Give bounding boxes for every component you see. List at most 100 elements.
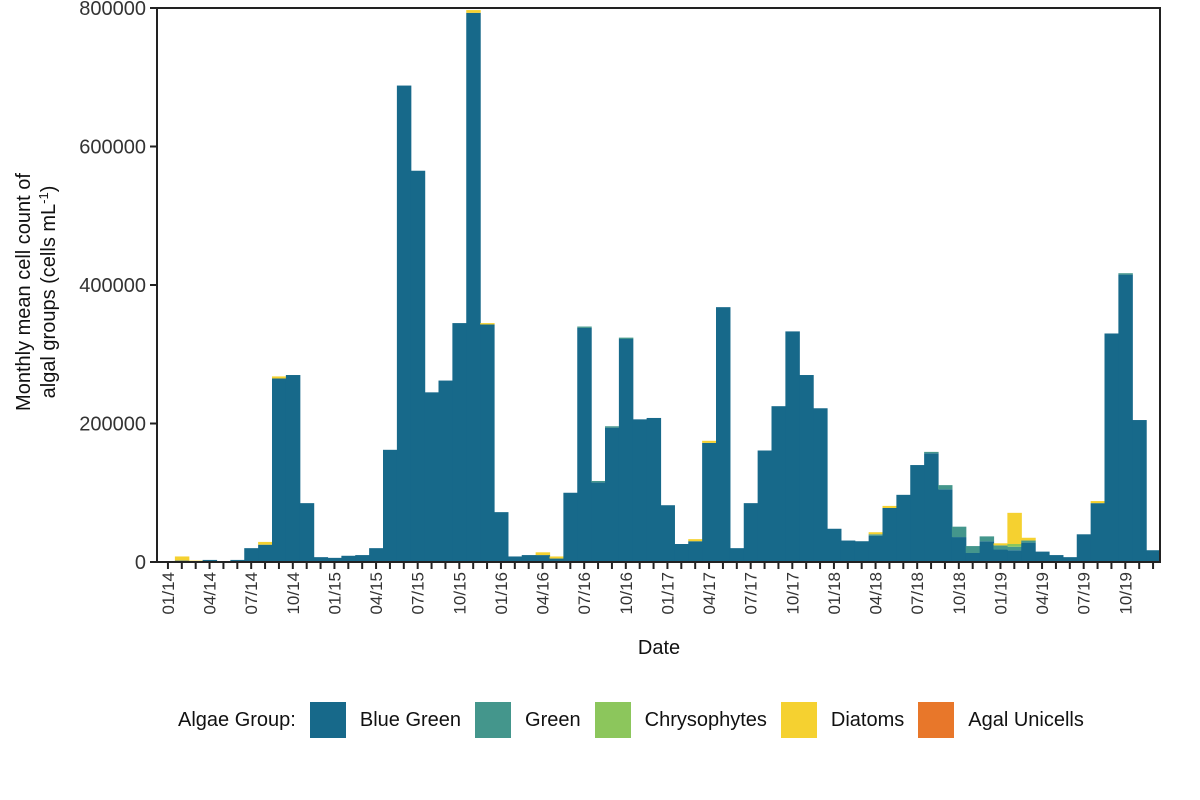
bar-blue-green-07-19: [1076, 534, 1092, 562]
bar-green-09-16: [605, 426, 620, 428]
x-tick-label: 01/19: [991, 572, 1010, 615]
bar-blue-green-07-16: [577, 327, 592, 562]
bar-blue-green-07-18: [910, 465, 925, 562]
bar-blue-green-11-14: [299, 503, 315, 562]
x-tick-label: 10/19: [1116, 572, 1135, 615]
bar-blue-green-12-19: [1146, 550, 1161, 562]
bar-blue-green-10-15: [452, 323, 467, 562]
legend-label-green: Green: [525, 708, 581, 731]
legend-item-green: Green: [475, 702, 581, 738]
bar-blue-green-08-17: [757, 450, 773, 562]
bar-blue-green-05-15: [383, 449, 398, 562]
bar-green-04-18: [868, 534, 884, 536]
x-tick-label: 04/18: [867, 572, 886, 615]
legend-label-agal-unicells: Agal Unicells: [968, 708, 1084, 731]
bar-diatoms-04-16: [535, 552, 551, 556]
bar-blue-green-09-17: [771, 406, 786, 562]
x-tick-label: 04/15: [367, 572, 386, 615]
bar-blue-green-02-18: [840, 540, 856, 562]
x-tick-label: 01/17: [658, 572, 677, 615]
bar-blue-green-11-15: [466, 12, 481, 563]
bar-blue-green-01-18: [827, 528, 842, 562]
legend-swatch-chrysophytes: [594, 702, 631, 738]
bar-blue-green-12-18: [979, 541, 995, 562]
bar-blue-green-11-18: [965, 553, 981, 562]
bar-green-09-18: [938, 485, 953, 490]
y-axis-title-end: ): [38, 186, 60, 193]
y-tick-label: 800000: [79, 0, 146, 20]
bar-blue-green-06-16: [563, 492, 578, 562]
bar-blue-green-05-19: [1049, 555, 1064, 562]
bar-blue-green-04-18: [868, 535, 884, 562]
legend-label-diatoms: Diatoms: [830, 708, 905, 731]
bar-blue-green-09-15: [438, 380, 453, 562]
x-tick-label: 04/17: [700, 572, 719, 615]
bar-blue-green-02-17: [674, 544, 689, 562]
bar-blue-green-03-15: [355, 555, 370, 562]
legend-item-agal-unicells: Agal Unicells: [918, 702, 1084, 738]
bar-blue-green-11-17: [799, 375, 814, 562]
y-axis: 0 200000 400000 600000 800000: [79, 0, 157, 574]
bar-blue-green-04-17: [702, 442, 717, 562]
x-tick-label: 04/16: [534, 572, 553, 615]
x-tick-label: 07/17: [742, 572, 761, 615]
x-tick-label: 10/17: [783, 572, 802, 615]
x-tick-label: 10/18: [950, 572, 969, 615]
bar-blue-green-04-14: [202, 559, 218, 562]
y-tick-label: 600000: [79, 137, 146, 159]
bar-diatoms-09-14: [272, 376, 287, 379]
bar-blue-green-01-19: [993, 549, 1008, 562]
x-axis-title: Date: [638, 637, 680, 659]
bar-blue-green-01-15: [327, 557, 342, 562]
bar-green-03-19: [1021, 540, 1036, 543]
bar-blue-green-08-14: [258, 544, 273, 562]
x-axis: 01/14 04/14 07/14 10/14 01/15 04/15 07/15 10/15…: [159, 562, 1155, 615]
y-axis-title-superscript: -1: [36, 192, 51, 204]
bar-blue-green-08-16: [591, 482, 606, 562]
bar-diatoms-05-16: [549, 556, 564, 559]
bar-blue-green-10-17: [785, 331, 800, 562]
bar-diatoms-04-17: [702, 440, 717, 443]
bar-green-08-16: [591, 480, 606, 483]
bar-blue-green-08-15: [424, 392, 440, 562]
bar-blue-green-02-15: [341, 555, 356, 562]
x-tick-label: 07/16: [575, 572, 594, 615]
bar-blue-green-11-16: [632, 419, 648, 562]
bar-blue-green-03-17: [688, 541, 703, 562]
bar-green-10-19: [1118, 273, 1133, 275]
bar-blue-green-10-19: [1118, 274, 1133, 562]
y-axis-title-main: algal groups (cells mL: [38, 204, 60, 399]
bar-blue-green-03-18: [854, 541, 870, 562]
bar-green-08-18: [924, 451, 939, 454]
legend-label-blue-green: Blue Green: [359, 708, 462, 731]
bar-blue-green-10-14: [285, 375, 301, 562]
x-tick-label: 07/19: [1075, 572, 1094, 615]
bar-blue-green-08-19: [1090, 503, 1106, 562]
bar-blue-green-07-14: [244, 548, 259, 562]
legend-item-blue-green: Blue Green: [309, 702, 462, 738]
legend-item-diatoms: Diatoms: [780, 702, 905, 738]
bar-blue-green-02-16: [507, 556, 523, 562]
legend-item-chrysophytes: Chrysophytes: [594, 702, 767, 738]
bar-blue-green-09-16: [605, 427, 620, 562]
bar-blue-green-01-17: [660, 505, 675, 562]
x-tick-label: 01/14: [159, 572, 178, 615]
bar-green-07-16: [577, 326, 592, 328]
x-tick-label: 10/16: [617, 572, 636, 615]
bar-green-12-18: [979, 536, 995, 542]
y-axis-title-line1: Monthly mean cell count of: [13, 173, 35, 411]
bar-blue-green-06-14: [230, 559, 245, 562]
bar-blue-green-08-18: [924, 453, 939, 562]
y-tick-label: 400000: [79, 275, 146, 297]
bar-blue-green-07-15: [410, 170, 426, 563]
bar-diatoms-04-18: [868, 532, 884, 535]
x-tick-label: 01/15: [325, 572, 344, 615]
x-tick-label: 04/19: [1033, 572, 1052, 615]
legend-title: Algae Group:: [178, 708, 296, 731]
bar-blue-green-09-14: [272, 378, 287, 562]
bar-blue-green-06-15: [396, 85, 412, 562]
y-tick-label: 0: [135, 552, 146, 574]
bar-blue-green-02-19: [1007, 550, 1022, 562]
bar-blue-green-05-16: [549, 558, 564, 562]
bar-diatoms-02-19: [1007, 512, 1022, 544]
